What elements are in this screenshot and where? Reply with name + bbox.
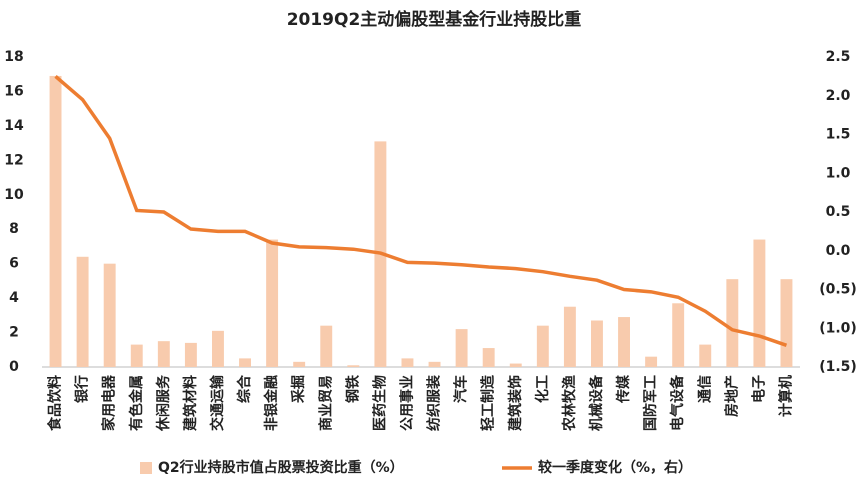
y-tick-label: 10: [4, 187, 24, 203]
bar: [780, 279, 793, 367]
line: [54, 75, 788, 347]
x-tick-label: 交通运输: [209, 374, 226, 431]
bar: [157, 341, 170, 367]
bar: [212, 330, 224, 367]
bar: [103, 263, 116, 367]
bar: [401, 358, 414, 367]
x-tick-label: 化工: [534, 375, 551, 403]
y2-tick-label: (1.5): [819, 359, 857, 375]
y-tick-label: 16: [4, 83, 23, 99]
y2-tick-label: 0.0: [826, 243, 851, 259]
x-tick-label: 轻工制造: [480, 375, 497, 431]
bar: [455, 329, 468, 367]
y2-tick-label: (0.5): [819, 282, 857, 298]
bar: [563, 306, 576, 367]
x-tick-label: 农林牧渔: [561, 375, 578, 432]
bar: [509, 363, 522, 367]
x-tick-label: 纺织服装: [426, 374, 443, 431]
x-tick-label: 电气设备: [669, 374, 686, 431]
bar: [591, 320, 603, 367]
bar: [184, 342, 197, 367]
bar: [672, 303, 685, 367]
x-tick-label: 房地产: [723, 375, 740, 417]
x-tick-label: 非银金融: [263, 375, 280, 431]
x-tick-label: 电子: [750, 375, 767, 403]
bar: [618, 317, 630, 367]
bar: [699, 344, 712, 367]
x-tick-label: 钢铁: [344, 375, 361, 403]
bar: [536, 325, 549, 367]
x-tick-label: 有色金属: [128, 375, 145, 431]
bar: [76, 256, 89, 367]
bar: [239, 358, 251, 367]
bar: [130, 344, 143, 367]
x-tick-label: 计算机: [777, 375, 794, 417]
x-tick-label: 建筑材料: [182, 375, 199, 431]
x-tick-label: 银行: [74, 375, 91, 403]
x-tick-label: 通信: [696, 375, 713, 403]
legend-label: Q2行业持股市值占股票投资比重（%）: [158, 459, 404, 476]
chart-title: 2019Q2主动偏股型基金行业持股比重: [287, 9, 582, 30]
x-tick-label: 商业贸易: [317, 375, 334, 431]
bar: [266, 239, 279, 367]
x-tick-label: 公用事业: [398, 375, 415, 431]
x-tick-label: 建筑装饰: [507, 375, 524, 431]
bar: [320, 325, 333, 367]
y-tick-label: 6: [9, 256, 19, 272]
y-tick-label: 12: [4, 152, 23, 168]
y-tick-label: 8: [9, 221, 19, 237]
bar: [726, 279, 739, 367]
y-tick-label: 14: [4, 118, 24, 134]
y-tick-label: 2: [9, 325, 19, 341]
y-tick-label: 4: [9, 290, 19, 306]
y2-tick-label: (1.0): [819, 320, 857, 336]
y2-tick-label: 0.5: [826, 204, 851, 220]
x-tick-label: 综合: [236, 374, 253, 403]
x-tick-label: 机械设备: [588, 374, 605, 431]
y2-tick-label: 1.5: [826, 127, 851, 143]
y2-tick-label: 1.0: [826, 165, 851, 181]
bar: [49, 75, 62, 367]
x-tick-label: 国防军工: [642, 375, 659, 431]
legend-label: 较一季度变化（%，右）: [538, 459, 692, 476]
x-tick-label: 家用电器: [101, 374, 118, 431]
bar: [347, 365, 360, 367]
x-tick-label: 医药生物: [371, 375, 388, 431]
x-tick-label: 食品饮料: [47, 375, 64, 431]
bar: [753, 239, 766, 367]
y2-tick-label: 2.0: [826, 88, 851, 104]
y-tick-label: 18: [4, 49, 23, 65]
y2-tick-label: 2.5: [826, 49, 851, 65]
x-tick-label: 传媒: [615, 374, 632, 404]
bar: [428, 361, 441, 367]
bar: [293, 361, 306, 367]
y-tick-label: 0: [9, 359, 19, 375]
x-tick-label: 采掘: [290, 375, 307, 404]
x-tick-label: 汽车: [453, 375, 470, 403]
bar: [482, 348, 495, 367]
bar: [645, 356, 658, 367]
x-tick-label: 休闲服务: [155, 374, 172, 432]
legend-swatch: [140, 462, 152, 474]
